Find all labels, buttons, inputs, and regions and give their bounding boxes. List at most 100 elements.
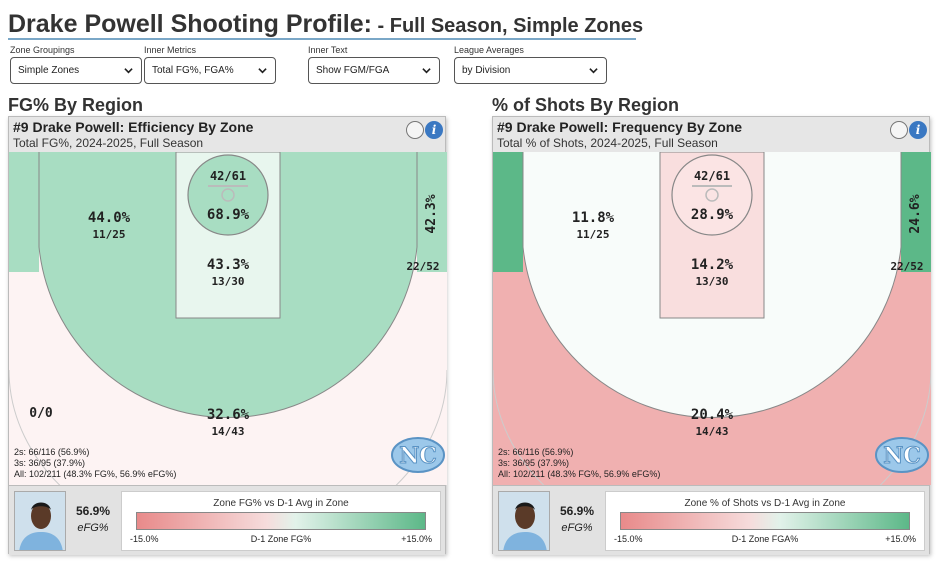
title-underline (8, 38, 636, 40)
legend-gradient-bar (136, 512, 426, 530)
twos-stat: 2s: 66/116 (56.9%) (498, 447, 574, 457)
chevron-down-icon (422, 68, 431, 74)
frequency-panel: #9 Drake Powell: Frequency By Zone Total… (492, 116, 931, 555)
zone-rim (187, 154, 269, 236)
panel-title: #9 Drake Powell: Frequency By Zone (497, 119, 743, 135)
three-frac: 14/43 (695, 425, 728, 438)
threes-stat: 3s: 36/95 (37.9%) (14, 458, 86, 468)
corner-pct: 24.6% (908, 194, 923, 233)
player-photo (14, 491, 66, 551)
panel-header: #9 Drake Powell: Frequency By Zone Total… (493, 117, 929, 152)
zone-three-arc (9, 247, 447, 485)
page-title-main: Drake Powell Shooting Profile: (8, 10, 372, 38)
panel-footer: 56.9% eFG% Zone % of Shots vs D-1 Avg in… (493, 485, 929, 555)
panel-subtitle: Total % of Shots, 2024-2025, Full Season (497, 136, 718, 150)
color-legend: Zone % of Shots vs D-1 Avg in Zone -15.0… (605, 491, 925, 551)
inner-metrics-select[interactable]: Total FG%, FGA% (144, 57, 276, 84)
panel-header: #9 Drake Powell: Efficiency By Zone Tota… (9, 117, 445, 152)
corner-pct: 42.3% (424, 194, 439, 233)
paint-pct: 43.3% (207, 257, 250, 273)
zone-groupings-select[interactable]: Simple Zones (10, 57, 142, 84)
efg-label: eFG% (77, 522, 109, 534)
info-icon[interactable]: i (909, 121, 927, 139)
efficiency-panel: #9 Drake Powell: Efficiency By Zone Tota… (8, 116, 447, 555)
zone-rim (671, 154, 753, 236)
chevron-down-icon (589, 68, 598, 74)
color-legend: Zone FG% vs D-1 Avg in Zone -15.0% D-1 Z… (121, 491, 441, 551)
efg-label: eFG% (561, 522, 593, 534)
dropdown-value: by Division (462, 65, 511, 76)
legend-max: +15.0% (401, 534, 432, 544)
midrange-frac: 11/25 (576, 228, 609, 241)
panel-title: #9 Drake Powell: Efficiency By Zone (13, 119, 254, 135)
corner-frac: 22/52 (406, 260, 439, 273)
summary-stats: 2s: 66/116 (56.9%) 3s: 36/95 (37.9%) All… (14, 447, 176, 480)
unc-logo-icon: NC (391, 437, 445, 473)
dropdown-value: Show FGM/FGA (316, 65, 390, 76)
twos-stat: 2s: 66/116 (56.9%) (14, 447, 90, 457)
legend-mid: D-1 Zone FGA% (731, 534, 799, 544)
inner-text-select[interactable]: Show FGM/FGA (308, 57, 440, 84)
dropdown-value: Total FG%, FGA% (152, 65, 234, 76)
league-averages-select[interactable]: by Division (454, 57, 607, 84)
unc-logo-icon: NC (875, 437, 929, 473)
paint-frac: 13/30 (211, 275, 244, 288)
corner-frac: 22/52 (890, 260, 923, 273)
svg-text:NC: NC (399, 443, 437, 469)
three-point-line (522, 246, 902, 418)
zone-corner-left (493, 152, 523, 272)
paint-pct: 14.2% (691, 257, 734, 273)
svg-text:NC: NC (883, 443, 921, 469)
zone-groupings-dropdown: Zone Groupings Simple Zones (10, 45, 142, 84)
player-photo (498, 491, 550, 551)
chevron-down-icon (258, 68, 267, 74)
hoop (221, 188, 235, 202)
shot-zone-court: 42/61 68.9% 43.3% 13/30 44.0% 11/25 42.3… (9, 152, 447, 485)
chevron-down-icon (124, 68, 133, 74)
midrange-frac: 11/25 (92, 228, 125, 241)
midrange-pct: 44.0% (88, 210, 131, 226)
dropdown-label: Zone Groupings (10, 45, 75, 55)
legend-title: Zone % of Shots vs D-1 Avg in Zone (684, 498, 846, 509)
zone-three-arc (493, 247, 931, 485)
zone-corner-right (901, 152, 931, 272)
rim-pct: 68.9% (207, 207, 250, 223)
toggle-button[interactable] (406, 121, 424, 139)
section-title-shots: % of Shots By Region (492, 95, 680, 115)
rim-frac: 42/61 (694, 169, 730, 183)
toggle-button[interactable] (890, 121, 908, 139)
legend-mid: D-1 Zone FG% (250, 534, 312, 544)
rim-frac: 42/61 (210, 169, 246, 183)
all-stat: All: 102/211 (48.3% FG%, 56.9% eFG%) (498, 469, 661, 479)
three-point-line (38, 246, 418, 418)
section-title-fg: FG% By Region (8, 95, 144, 115)
three-frac: 14/43 (211, 425, 244, 438)
dropdown-label: Inner Metrics (144, 45, 197, 55)
legend-max: +15.0% (885, 534, 916, 544)
summary-stats: 2s: 66/116 (56.9%) 3s: 36/95 (37.9%) All… (498, 447, 660, 480)
three-pct: 20.4% (691, 407, 734, 423)
rim-pct: 28.9% (691, 207, 734, 223)
paint-frac: 13/30 (695, 275, 728, 288)
panel-footer: 56.9% eFG% Zone FG% vs D-1 Avg in Zone -… (9, 485, 445, 555)
inner-metrics-dropdown: Inner Metrics Total FG%, FGA% (144, 45, 276, 84)
legend-gradient-bar (620, 512, 910, 530)
shot-zone-court: 42/61 28.9% 14.2% 13/30 11.8% 11/25 24.6… (493, 152, 931, 485)
zone-corner-left (9, 152, 39, 272)
three-pct: 32.6% (207, 407, 250, 423)
league-averages-dropdown: League Averages by Division (454, 45, 607, 84)
panel-subtitle: Total FG%, 2024-2025, Full Season (13, 136, 204, 150)
dropdown-value: Simple Zones (18, 65, 80, 76)
efg-value: 56.9% (559, 504, 595, 518)
deep-pct: 0/0 (29, 406, 53, 421)
dropdown-label: Inner Text (308, 45, 348, 55)
info-icon[interactable]: i (425, 121, 443, 139)
page-title: Drake Powell Shooting Profile: - Full Se… (8, 10, 643, 39)
efg-value: 56.9% (75, 504, 111, 518)
legend-min: -15.0% (130, 534, 159, 544)
threes-stat: 3s: 36/95 (37.9%) (498, 458, 570, 468)
zone-corner-right (417, 152, 447, 272)
legend-min: -15.0% (614, 534, 643, 544)
legend-title: Zone FG% vs D-1 Avg in Zone (213, 498, 349, 509)
hoop (705, 188, 719, 202)
